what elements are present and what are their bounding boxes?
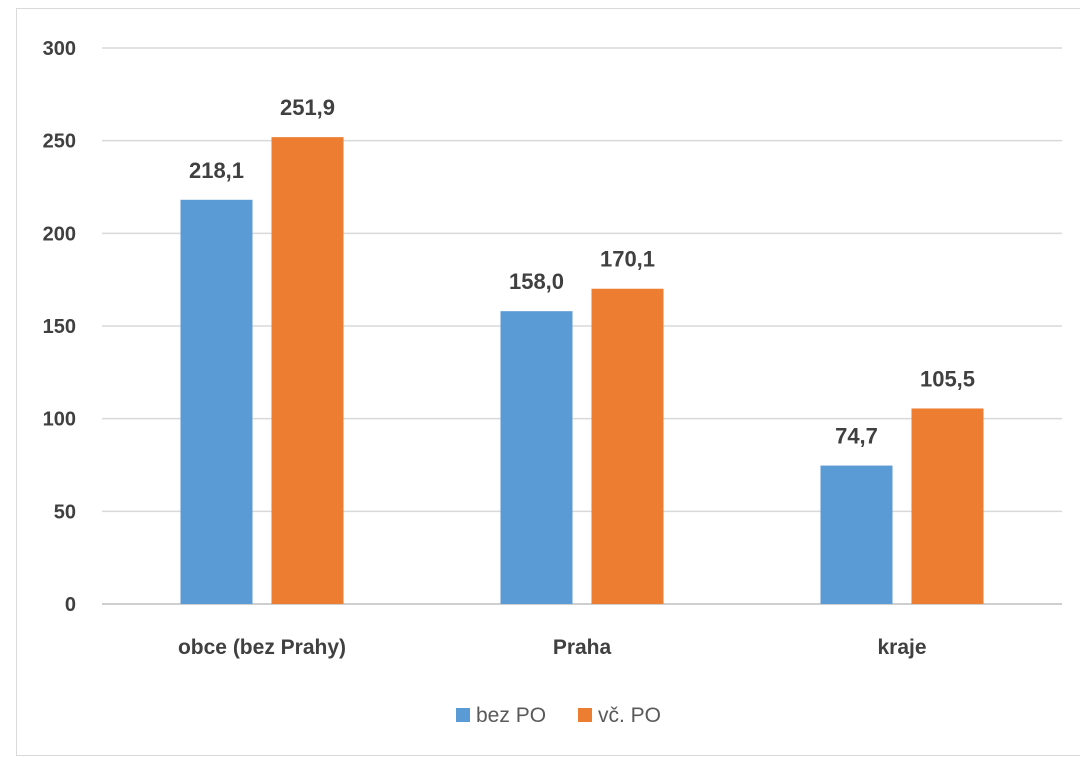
category-labels: obce (bez Prahy) Praha kraje	[178, 636, 927, 659]
bars	[180, 137, 984, 605]
y-tick-label: 250	[43, 131, 76, 153]
bar-bez-po	[820, 465, 893, 604]
legend-swatch	[578, 708, 592, 722]
y-tick-label: 300	[43, 38, 76, 60]
data-label: 105,5	[920, 366, 975, 391]
category-label: kraje	[877, 636, 926, 659]
y-tick-label: 50	[54, 501, 76, 523]
y-tick-label: 0	[65, 594, 76, 616]
data-label: 158,0	[509, 269, 564, 294]
gridlines	[102, 47, 1062, 605]
legend: bez PO vč. PO	[456, 704, 661, 727]
data-label: 251,9	[280, 95, 335, 120]
category-label: obce (bez Prahy)	[178, 636, 346, 659]
y-tick-label: 100	[43, 409, 76, 431]
data-labels: 218,1 251,9 158,0 170,1 74,7 105,5	[189, 95, 975, 448]
category-label: Praha	[553, 636, 612, 659]
data-label: 74,7	[835, 424, 878, 449]
legend-label: bez PO	[476, 704, 546, 727]
legend-swatch	[456, 708, 470, 722]
bar-vc-po	[591, 288, 664, 604]
bar-bez-po	[180, 199, 253, 604]
bar-vc-po	[911, 408, 984, 604]
legend-label: vč. PO	[598, 704, 661, 727]
bar-vc-po	[271, 137, 344, 605]
y-axis-tick-labels: 0 50 100 150 200 250 300	[43, 38, 76, 616]
bar-bez-po	[500, 311, 573, 604]
y-tick-label: 200	[43, 223, 76, 245]
data-label: 218,1	[189, 158, 244, 183]
data-label: 170,1	[600, 247, 655, 272]
y-tick-label: 150	[43, 316, 76, 338]
